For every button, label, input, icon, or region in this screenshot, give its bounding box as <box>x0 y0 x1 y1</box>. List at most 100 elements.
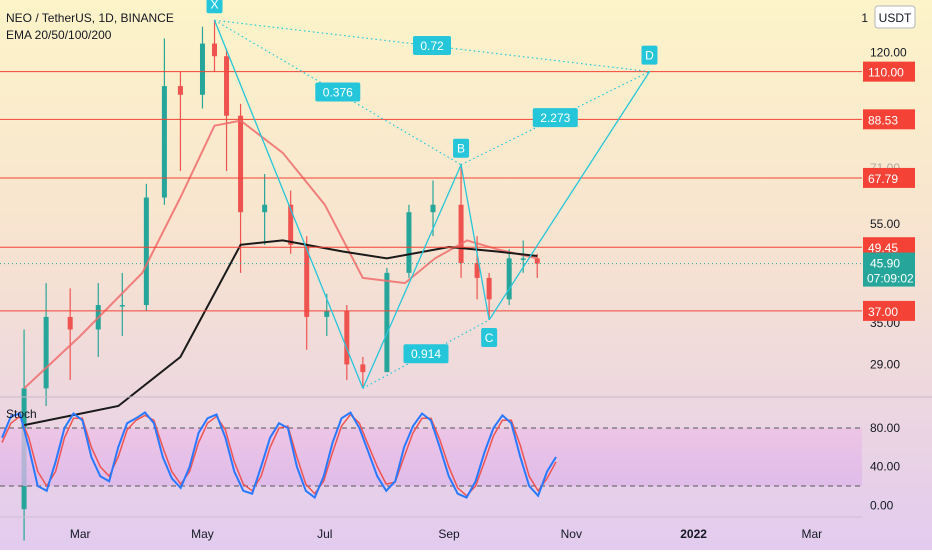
candle-body[interactable] <box>143 197 149 306</box>
candle[interactable] <box>212 20 218 72</box>
level-price-label[interactable]: 49.45 <box>863 237 915 258</box>
candle-body[interactable] <box>430 204 436 213</box>
stoch-k-line[interactable] <box>1 411 557 500</box>
candle-body[interactable] <box>304 244 310 317</box>
candle[interactable] <box>406 204 412 278</box>
level-price-label[interactable]: 88.53 <box>863 109 915 130</box>
leg-cd[interactable] <box>488 71 651 321</box>
candle[interactable] <box>262 174 268 245</box>
stoch-tick: 0.00 <box>870 498 894 512</box>
time-tick: Mar <box>802 527 823 541</box>
level-price-label[interactable]: 67.79 <box>863 167 915 188</box>
currency-button[interactable]: USDT <box>874 5 916 29</box>
candle-body[interactable] <box>486 277 492 300</box>
candle[interactable] <box>486 272 492 320</box>
candle[interactable] <box>177 71 183 171</box>
price-scale[interactable]: 120.0055.0035.0029.0088.5371.00110.0088.… <box>863 46 915 513</box>
candle-body[interactable] <box>119 305 125 307</box>
candle-body[interactable] <box>534 258 540 264</box>
candle[interactable] <box>474 236 480 300</box>
pattern-point-d[interactable]: D <box>641 45 658 65</box>
candle[interactable] <box>344 305 350 381</box>
stoch-d-line[interactable] <box>1 413 557 497</box>
ratio-line-ac[interactable] <box>362 319 490 389</box>
ratio-text: 0.72 <box>420 39 444 53</box>
ema-slow-line[interactable] <box>23 239 538 427</box>
ema-fast-line[interactable] <box>23 119 538 390</box>
candle-body[interactable] <box>177 86 183 95</box>
candle-body[interactable] <box>224 56 230 116</box>
candle-body[interactable] <box>344 310 350 365</box>
candle[interactable] <box>199 26 205 109</box>
ratio-label[interactable]: 0.72 <box>413 35 452 55</box>
last-price-badge <box>863 252 915 287</box>
level-price-label[interactable]: 37.00 <box>863 300 915 321</box>
candle-body[interactable] <box>262 204 268 213</box>
candle[interactable] <box>67 288 73 381</box>
price-pane[interactable]: 0.376 0.914 2.273 0.72 X B C D <box>0 0 862 541</box>
ratio-badge <box>532 108 578 128</box>
candle[interactable] <box>288 190 294 254</box>
candle-body[interactable] <box>238 115 244 213</box>
level-value: 88.53 <box>868 113 898 127</box>
stochastic-pane[interactable] <box>0 411 862 500</box>
candle-body[interactable] <box>199 43 205 95</box>
ratio-badge <box>413 35 452 55</box>
candle-body[interactable] <box>520 258 526 260</box>
point-badge <box>481 327 498 347</box>
point-label: X <box>211 0 219 11</box>
leg-xa[interactable] <box>213 20 364 389</box>
candle-body[interactable] <box>458 204 464 264</box>
candle[interactable] <box>119 272 125 337</box>
candle[interactable] <box>506 249 512 306</box>
ratio-label[interactable]: 2.273 <box>532 108 578 128</box>
ratio-label[interactable]: 0.914 <box>403 344 449 364</box>
last-price-value: 45.90 <box>870 257 900 271</box>
price-tick: 120.00 <box>870 46 907 60</box>
candles[interactable] <box>21 20 540 541</box>
pattern-point-x[interactable]: X <box>206 0 223 14</box>
candle[interactable] <box>360 356 366 389</box>
candle[interactable] <box>304 236 310 350</box>
leg-ab[interactable] <box>362 164 462 389</box>
indicator-legend[interactable]: EMA 20/50/100/200 <box>6 28 112 42</box>
level-value: 67.79 <box>868 172 898 186</box>
candle[interactable] <box>43 283 49 406</box>
time-tick: Mar <box>70 527 91 541</box>
candle-body[interactable] <box>324 310 330 317</box>
stoch-legend[interactable]: Stoch <box>6 407 37 421</box>
pattern-point-c[interactable]: C <box>481 327 498 347</box>
candle-body[interactable] <box>406 212 412 273</box>
point-label: B <box>457 142 465 156</box>
candle-body[interactable] <box>384 272 390 373</box>
harmonic-pattern[interactable]: 0.376 0.914 2.273 0.72 X B C D <box>206 0 658 389</box>
ratio-label[interactable]: 0.376 <box>315 82 361 102</box>
candle[interactable] <box>430 180 436 237</box>
symbol-title[interactable]: NEO / TetherUS, 1D, BINANCE <box>6 11 174 25</box>
leg-bc[interactable] <box>460 164 490 321</box>
time-tick: Sep <box>438 527 460 541</box>
horizontal-levels[interactable] <box>0 71 862 312</box>
candle-body[interactable] <box>43 316 49 389</box>
time-tick: Jul <box>317 527 332 541</box>
pattern-point-b[interactable]: B <box>453 138 470 158</box>
candle[interactable] <box>458 164 464 278</box>
candle[interactable] <box>324 293 330 337</box>
level-badge <box>863 300 915 321</box>
time-axis[interactable]: Mar May Jul Sep Nov 2022 Mar <box>70 527 822 541</box>
candle[interactable] <box>161 38 167 205</box>
candle[interactable] <box>384 267 390 373</box>
ratio-badge <box>315 82 361 102</box>
candle-body[interactable] <box>67 316 73 330</box>
level-price-label[interactable]: 110.00 <box>863 61 915 82</box>
candle[interactable] <box>224 48 230 171</box>
candle-body[interactable] <box>360 364 366 373</box>
candle-body[interactable] <box>506 258 512 300</box>
candle-body[interactable] <box>212 43 218 57</box>
candle-body[interactable] <box>288 204 294 245</box>
candle-body[interactable] <box>161 86 167 198</box>
ratio-line-xd[interactable] <box>214 19 650 73</box>
candle-body[interactable] <box>474 263 480 278</box>
